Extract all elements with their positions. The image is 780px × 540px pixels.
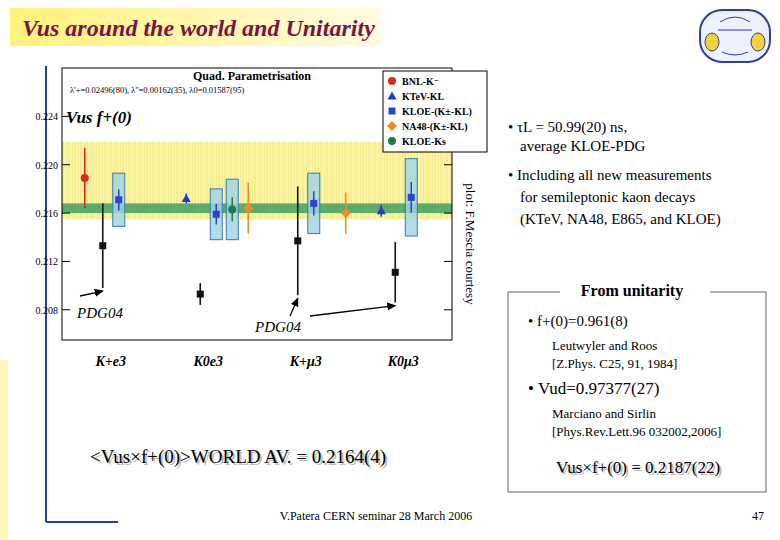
legend-box <box>383 71 487 152</box>
annotation: PDG04 <box>76 305 123 321</box>
box-item: Marciano and Sirlin <box>552 406 656 421</box>
y-tick <box>444 164 452 165</box>
footer: V.Patera CERN seminar 28 March 2006 <box>280 509 472 523</box>
error-box <box>308 173 320 233</box>
bullet: (KTeV, NA48, E865, and KLOE) <box>520 211 721 228</box>
error-box <box>226 179 238 239</box>
annotation-arrow <box>290 298 298 316</box>
unitarity-box <box>508 292 766 492</box>
legend-label: NA48-(K±-KL) <box>402 121 467 133</box>
bullet: • τL = 50.99(20) ns, <box>508 119 627 136</box>
bullet: for semileptonic kaon decays <box>520 189 696 205</box>
slide: Vus around the world and Unitarity 0.208 0… <box>0 0 780 540</box>
result: Vus×f+(0) = 0.2187(22) <box>556 458 720 477</box>
point <box>182 194 191 202</box>
box-item: • f+(0)=0.961(8) <box>528 313 628 330</box>
box-heading: From unitarity <box>581 282 683 300</box>
error-box <box>113 173 125 226</box>
y-tick <box>62 164 70 165</box>
legend-marker <box>388 137 396 145</box>
y-tick-label: 0.212 <box>36 256 59 267</box>
point <box>81 174 89 182</box>
point <box>392 269 399 276</box>
credit: plot: F.Mescia courtesy <box>463 183 478 305</box>
legend-label: BNL-K⁻ <box>402 76 439 87</box>
legend-label: KTeV-KL <box>402 91 445 102</box>
y-tick-label: 0.220 <box>36 160 59 171</box>
point <box>408 194 415 201</box>
world-average: <Vus×f+(0)>WORLD AV. = 0.2164(4) <box>90 446 386 468</box>
point <box>115 196 122 203</box>
box-item: [Z.Phys. C25, 91, 1984] <box>552 356 677 371</box>
legend-marker <box>388 77 396 85</box>
error-box <box>405 159 417 236</box>
title: Vus around the world and Unitarity <box>22 15 375 41</box>
annotation-arrow <box>80 291 103 296</box>
frame-line <box>46 521 118 523</box>
x-tick-label: K+μ3 <box>289 354 322 369</box>
heading-bg <box>560 280 710 302</box>
y-tick <box>62 213 70 214</box>
y-axis-label: Vus f+(0) <box>66 108 132 127</box>
y-tick <box>444 309 452 310</box>
box-item: Leutwyler and Roos <box>552 338 657 353</box>
legend-label: KLOE-Ks <box>402 136 446 147</box>
point <box>228 205 236 213</box>
legend-marker <box>388 92 397 100</box>
bullet: • Including all new measurements <box>508 167 712 183</box>
plot-bg <box>62 68 452 340</box>
point <box>243 203 253 213</box>
y-tick <box>62 309 70 310</box>
logo-part <box>718 17 752 55</box>
point <box>99 242 106 249</box>
y-tick-label: 0.208 <box>36 305 59 316</box>
point <box>213 211 220 218</box>
x-tick-label: K0μ3 <box>387 354 419 369</box>
bullet: average KLOE-PDG <box>520 138 646 154</box>
y-tick-label: 0.224 <box>36 111 59 122</box>
x-tick-label: K+e3 <box>94 354 126 369</box>
logo-part <box>705 33 719 51</box>
plot-area <box>62 142 452 305</box>
error-box <box>210 189 222 240</box>
x-tick-label: K0e3 <box>192 354 223 369</box>
y-tick <box>62 261 70 262</box>
title-bg <box>10 8 380 46</box>
logo <box>700 10 770 62</box>
y-tick <box>444 213 452 214</box>
page-number: 47 <box>752 509 764 523</box>
chart-title: Quad. Parametrisation <box>193 69 311 83</box>
side-strip <box>0 360 8 540</box>
legend-marker <box>389 108 396 115</box>
point <box>294 237 301 244</box>
point <box>377 206 386 214</box>
plot-frame <box>62 68 452 340</box>
legend-label: KLOE-(K±-KL) <box>402 106 472 118</box>
y-tick <box>444 261 452 262</box>
chart-subtitle: λ'+=0.02496(80), λ''=0.00162(35), λ0=0.0… <box>70 85 244 95</box>
box-item: [Phys.Rev.Lett.96 032002,2006] <box>552 424 721 439</box>
point <box>197 291 204 298</box>
logo-part <box>751 33 765 51</box>
point <box>341 208 351 218</box>
y-tick-label: 0.216 <box>36 208 59 219</box>
annotation-arrow <box>310 306 395 316</box>
annotation: PDG04 <box>254 319 301 335</box>
point <box>310 200 317 207</box>
frame-line <box>45 66 47 522</box>
box-item: • Vud=0.97377(27) <box>528 379 659 398</box>
legend-marker <box>387 121 397 131</box>
